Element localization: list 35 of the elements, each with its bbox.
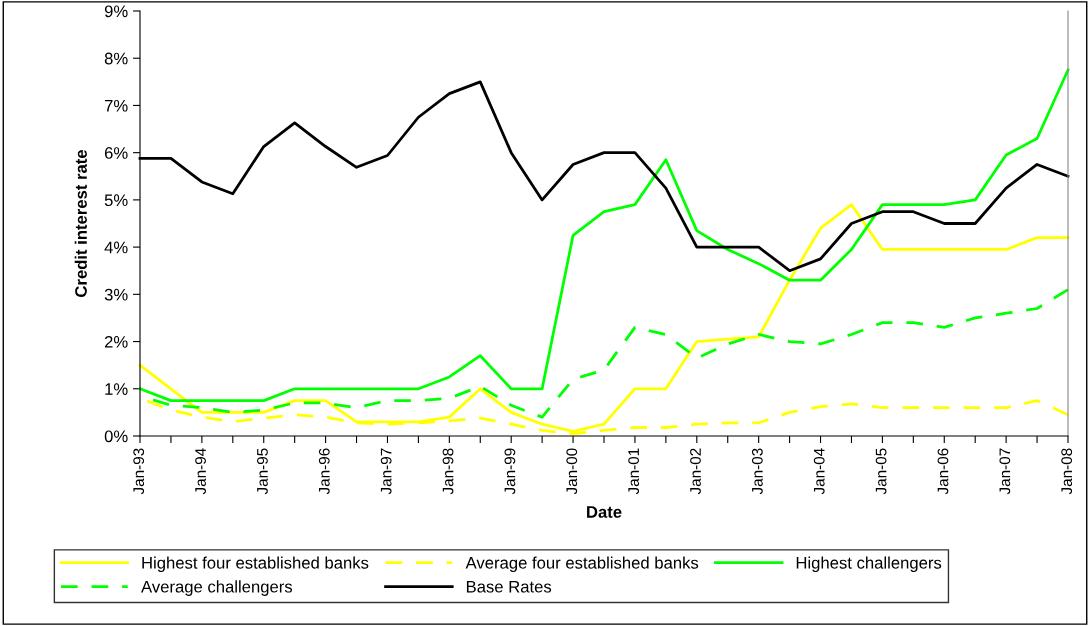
- x-tick-label: Jan-96: [318, 448, 330, 495]
- x-axis-title: Date: [587, 506, 622, 518]
- y-tick-label: 4%: [104, 241, 128, 254]
- x-tick-label: Jan-94: [195, 448, 206, 495]
- x-tick-label: Jan-99: [504, 448, 516, 495]
- x-tick-label: Jan-00: [566, 448, 578, 495]
- x-tick-label: Jan-98: [442, 448, 454, 495]
- legend-label: Base Rates: [466, 580, 552, 593]
- y-tick-label: 1%: [105, 383, 128, 395]
- legend-label: Average challengers: [141, 580, 293, 596]
- y-tick-label: 0%: [104, 430, 128, 443]
- y-axis-title: Credit interest rate: [74, 149, 87, 297]
- x-tick-label: Jan-02: [690, 448, 701, 495]
- x-tick-label: Jan-04: [813, 448, 825, 495]
- line-series: [138, 203, 1070, 433]
- legend-label: Highest challengers: [796, 556, 942, 573]
- x-tick-label: Jan-03: [751, 448, 763, 495]
- x-tick-label: Jan-08: [1061, 448, 1073, 495]
- y-tick-label: 9%: [104, 5, 128, 18]
- y-tick-label: 2%: [104, 335, 128, 348]
- legend-label: Average four established banks: [465, 556, 699, 573]
- y-tick-label: 3%: [104, 288, 128, 301]
- x-tick-label: Jan-01: [628, 448, 640, 495]
- y-tick-label: 8%: [104, 52, 128, 65]
- x-tick-label: Jan-06: [937, 448, 949, 495]
- x-tick-label: Jan-93: [133, 448, 145, 495]
- line-series: [138, 68, 1070, 402]
- y-tick-label: 6%: [104, 147, 128, 159]
- y-tick-label: 5%: [104, 194, 128, 207]
- x-tick-label: Jan-97: [380, 448, 392, 495]
- x-tick-label: Jan-95: [257, 448, 268, 495]
- x-tick-label: Jan-07: [999, 448, 1011, 495]
- y-tick-label: 7%: [104, 99, 128, 112]
- legend-label: Highest four established banks: [142, 556, 369, 573]
- x-tick-label: Jan-05: [875, 448, 887, 495]
